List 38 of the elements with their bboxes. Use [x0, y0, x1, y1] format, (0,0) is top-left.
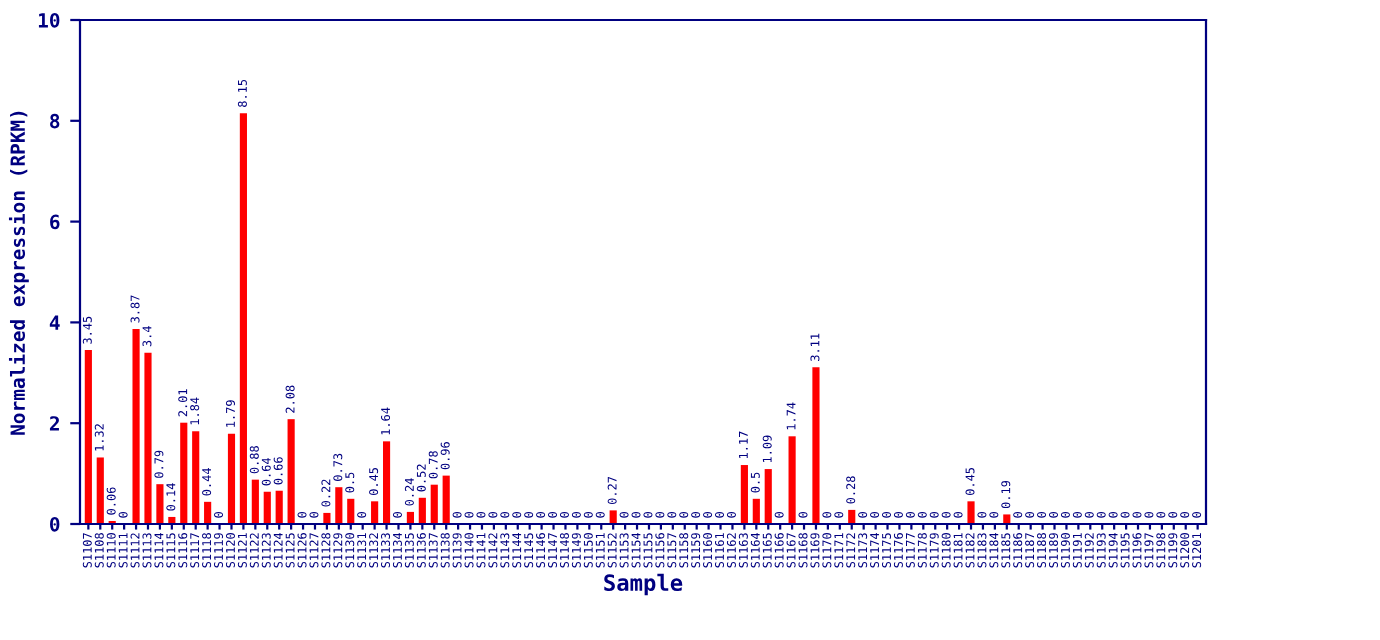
- bar: [335, 487, 343, 524]
- bar: [740, 465, 748, 524]
- bar: [788, 436, 796, 524]
- y-tick-label: 4: [49, 315, 60, 330]
- bar: [156, 484, 164, 524]
- y-tick-label: 0: [50, 516, 60, 532]
- y-tick-label: 2: [49, 416, 59, 431]
- bar: [347, 498, 355, 524]
- bar: [287, 419, 295, 524]
- bar: [442, 475, 450, 524]
- bar: [430, 484, 438, 524]
- bar: [239, 113, 247, 524]
- bar: [382, 441, 391, 524]
- y-tick-label: 10: [38, 12, 60, 28]
- bar: [1003, 514, 1011, 524]
- bar: [609, 510, 617, 524]
- bar: [371, 501, 379, 524]
- y-tick-label: 8: [50, 113, 60, 129]
- bar: [84, 350, 92, 524]
- bar: [764, 469, 772, 524]
- bar: [251, 479, 259, 524]
- bar: [132, 328, 140, 524]
- bar: [227, 433, 236, 524]
- bar: [418, 497, 426, 524]
- y-tick-label: 6: [50, 214, 60, 230]
- bar: [263, 491, 271, 524]
- x-axis-title: Sample: [604, 573, 683, 596]
- bar: [96, 457, 104, 524]
- bar: [848, 509, 856, 524]
- bar: [204, 501, 212, 524]
- y-axis-title: Normalized expression (RPKM): [8, 111, 29, 435]
- bar: [192, 431, 200, 524]
- bar: [275, 490, 283, 524]
- bar: [752, 498, 760, 524]
- bar: [967, 501, 975, 524]
- bar: [144, 352, 152, 524]
- bar: [180, 422, 188, 524]
- bar: [812, 367, 820, 524]
